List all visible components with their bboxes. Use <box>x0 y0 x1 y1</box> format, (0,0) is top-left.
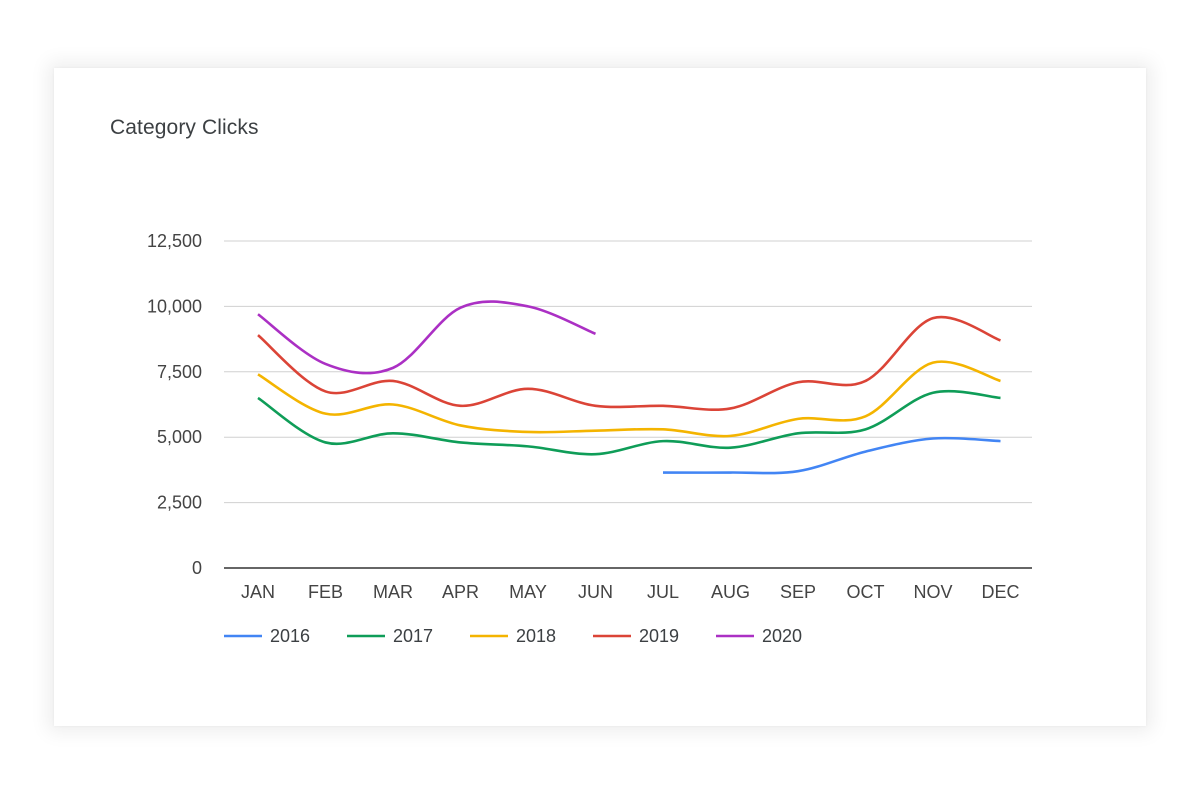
x-tick-label: OCT <box>847 582 885 602</box>
x-tick-label: NOV <box>913 582 952 602</box>
x-tick-label: DEC <box>981 582 1019 602</box>
legend: 2016 2017 2018 2019 2020 <box>224 626 802 646</box>
x-axis-ticks: JAN FEB MAR APR MAY JUN JUL AUG SEP OCT NOV DEC <box>241 582 1020 602</box>
y-tick-label: 5,000 <box>157 427 202 447</box>
legend-label: 2019 <box>639 626 679 646</box>
legend-item-2018[interactable]: 2018 <box>470 626 556 646</box>
x-tick-label: JUN <box>578 582 613 602</box>
x-tick-label: APR <box>442 582 479 602</box>
y-tick-label: 0 <box>192 558 202 578</box>
y-axis-ticks: 0 2,500 5,000 7,500 10,000 12,500 <box>147 231 202 578</box>
legend-item-2020[interactable]: 2020 <box>716 626 802 646</box>
series-line-2016 <box>662 436 1001 475</box>
series-line-2018 <box>257 360 1001 438</box>
legend-label: 2020 <box>762 626 802 646</box>
line-chart: 0 2,500 5,000 7,500 10,000 12,500 JAN FEB MAR AP… <box>147 231 1032 646</box>
y-tick-label: 7,500 <box>157 362 202 382</box>
x-tick-label: MAY <box>509 582 547 602</box>
gridlines <box>224 240 1032 569</box>
x-tick-label: SEP <box>780 582 816 602</box>
legend-item-2016[interactable]: 2016 <box>224 626 310 646</box>
legend-label: 2016 <box>270 626 310 646</box>
chart-title: Category Clicks <box>110 116 259 139</box>
x-tick-label: FEB <box>308 582 343 602</box>
x-tick-label: MAR <box>373 582 413 602</box>
series-lines <box>257 300 1001 475</box>
x-tick-label: AUG <box>711 582 750 602</box>
legend-item-2019[interactable]: 2019 <box>593 626 679 646</box>
y-tick-label: 2,500 <box>157 493 202 513</box>
legend-label: 2017 <box>393 626 433 646</box>
legend-label: 2018 <box>516 626 556 646</box>
series-line-2017 <box>257 389 1001 456</box>
series-line-2019 <box>257 315 1001 412</box>
y-tick-label: 10,000 <box>147 296 202 316</box>
series-line-2020 <box>257 300 596 375</box>
x-tick-label: JUL <box>647 582 679 602</box>
chart-card: Category Clicks 0 2,500 5,000 7,500 10,000 12… <box>54 68 1146 726</box>
legend-item-2017[interactable]: 2017 <box>347 626 433 646</box>
x-tick-label: JAN <box>241 582 275 602</box>
y-tick-label: 12,500 <box>147 231 202 251</box>
